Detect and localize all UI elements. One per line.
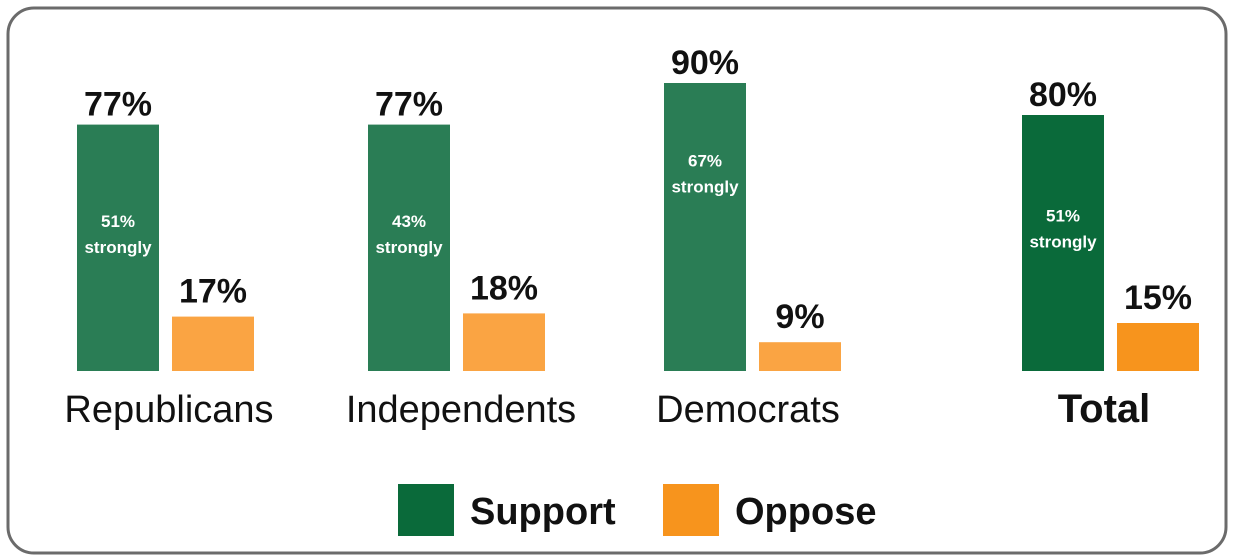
bar-support-independents [368, 124, 450, 371]
value-label-support-republicans: 77% [84, 86, 152, 124]
bar-oppose-total [1117, 323, 1199, 371]
bar-support-republicans [77, 124, 159, 371]
inner-label-strongly-value-democrats: 67% [688, 151, 722, 170]
inner-label-strongly-value-total: 51% [1046, 207, 1080, 226]
value-label-support-democrats: 90% [671, 44, 739, 82]
legend-oppose-swatch [663, 484, 719, 536]
value-label-oppose-total: 15% [1124, 279, 1192, 317]
bar-oppose-republicans [172, 316, 254, 371]
inner-label-strongly-text-independents: strongly [375, 238, 443, 257]
legend-support-swatch [398, 484, 454, 536]
category-label-independents: Independents [346, 389, 576, 431]
category-label-democrats: Democrats [656, 389, 840, 431]
category-label-republicans: Republicans [64, 389, 273, 431]
value-label-support-independents: 77% [375, 86, 443, 124]
category-label-total: Total [1058, 387, 1151, 431]
bar-support-total [1022, 115, 1104, 371]
chart-frame [6, 6, 1228, 555]
bar-support-democrats [664, 83, 746, 371]
value-label-oppose-independents: 18% [470, 269, 538, 307]
bars-layer: 77% 51% strongly 17% Republicans 77% 43% strong… [64, 44, 1199, 431]
bar-oppose-democrats [759, 342, 841, 371]
bar-oppose-independents [463, 313, 545, 371]
inner-label-strongly-value-republicans: 51% [101, 212, 135, 231]
value-label-support-total: 80% [1029, 76, 1097, 114]
inner-label-strongly-value-independents: 43% [392, 212, 426, 231]
inner-label-strongly-text-republicans: strongly [84, 238, 152, 257]
legend-support-label: Support [470, 491, 616, 533]
legend: Support Oppose [398, 484, 876, 536]
value-label-oppose-democrats: 9% [775, 298, 824, 336]
inner-label-strongly-text-democrats: strongly [671, 177, 739, 196]
value-label-oppose-republicans: 17% [179, 273, 247, 311]
legend-oppose-label: Oppose [735, 491, 876, 533]
inner-label-strongly-text-total: strongly [1029, 233, 1097, 252]
